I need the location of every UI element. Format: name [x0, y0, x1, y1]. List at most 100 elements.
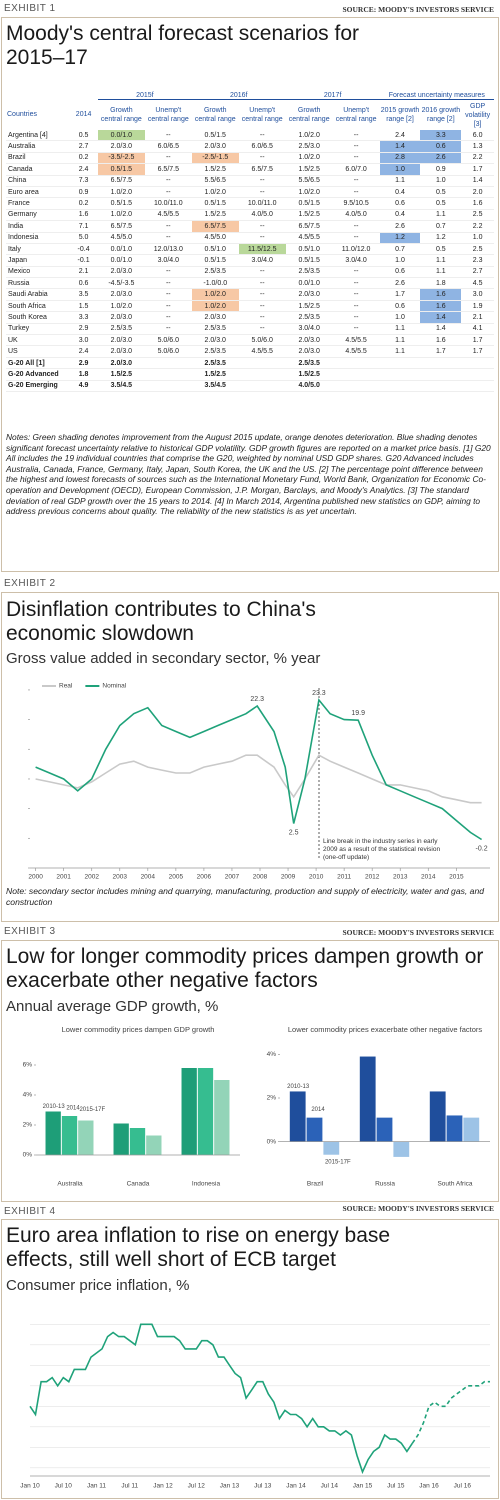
- table-cell: --: [238, 220, 286, 233]
- bar: [129, 1128, 146, 1155]
- column-header: 2016 growth range [2]: [421, 107, 461, 123]
- table-cell: --: [238, 175, 286, 187]
- table-cell: 2.7: [461, 266, 494, 279]
- row-label: Saudi Arabia: [6, 288, 70, 301]
- table-cell: 2.1: [69, 266, 98, 279]
- exhibit-box: [1, 1219, 499, 1499]
- legend-label: Real: [59, 683, 73, 690]
- table-cell: 2.5/3.5: [97, 323, 145, 336]
- table-cell: 2.6: [420, 152, 462, 165]
- table-cell: 2.5: [461, 243, 494, 256]
- table-cell: 1.4: [420, 311, 462, 324]
- table-row: UK 3.0 2.0/3.0 5.0/6.0 2.0/3.0 5.0/6.0 2.0/3.0…: [6, 334, 494, 347]
- table-cell: --: [332, 300, 380, 313]
- x-tick-label: Jan 14: [286, 1483, 306, 1490]
- table-cell: 1.3: [461, 140, 494, 153]
- table-cell: 12.0/13.0: [144, 243, 192, 256]
- bar: [463, 1117, 480, 1142]
- row-label: Euro area: [6, 186, 70, 199]
- table-cell: 0.5/1.0: [191, 243, 239, 256]
- chart-title: Lower commodity prices dampen GDP growth: [62, 1025, 215, 1034]
- table-cell: --: [144, 266, 192, 279]
- table-cell: 1.5: [69, 300, 98, 313]
- table-cell: 9.5/10.5: [332, 197, 380, 210]
- column-header: 2015 growth range [2]: [380, 107, 420, 123]
- table-cell: 0.5/1.5: [97, 163, 145, 176]
- bar: [376, 1117, 393, 1142]
- exhibit-subtitle: Annual average GDP growth, %: [6, 998, 219, 1015]
- table-cell: 1.0: [379, 163, 421, 176]
- table-cell: 11.5/12.5: [238, 243, 286, 256]
- table-cell: --: [144, 232, 192, 244]
- note: Note: secondary sector includes mining a…: [6, 886, 485, 907]
- x-tick-label: South Africa: [437, 1181, 472, 1188]
- row-label: UK: [6, 334, 70, 347]
- series-line: [35, 754, 482, 804]
- table-cell: 1.5/2.5: [97, 368, 145, 381]
- table-cell: 0.6: [379, 266, 421, 279]
- column-header: 2014: [75, 111, 92, 119]
- row-label: Indonesia: [6, 232, 70, 244]
- table-cell: 2.9: [69, 356, 98, 370]
- column-header: Unemp't central range: [335, 107, 377, 123]
- table-cell: --: [332, 232, 380, 244]
- table-cell: 6.5/7.5: [97, 175, 145, 187]
- table-cell: 6.5/7.5: [191, 220, 239, 233]
- row-label: Mexico: [6, 266, 70, 279]
- table-cell: --: [238, 232, 286, 244]
- table-cell: 2.0/3.0: [97, 288, 145, 301]
- empty-cell: [144, 368, 192, 381]
- x-tick-label: 2009: [281, 874, 296, 881]
- table-cell: --: [144, 311, 192, 324]
- x-tick-label: 2001: [56, 874, 71, 881]
- table-cell: 6.5/7.5: [285, 220, 333, 233]
- table-cell: 0.5/1.5: [191, 197, 239, 210]
- row-label: Russia: [6, 277, 70, 290]
- table-cell: --: [332, 152, 380, 165]
- exhibit-label: EXHIBIT 3: [4, 926, 56, 937]
- table-cell: 4.9: [69, 379, 98, 393]
- source: SOURCE: MOODY'S INVESTORS SERVICE: [342, 5, 494, 14]
- table-cell: 6.5/7.5: [238, 163, 286, 176]
- table-cell: 2.0/3.0: [285, 334, 333, 347]
- exhibit-title: Disinflation contributes to China's econ…: [6, 598, 316, 645]
- table-cell: 2.0/3.0: [97, 334, 145, 347]
- table-row: Indonesia 5.0 4.5/5.0 -- 4.5/5.0 -- 4.5/5.5 -- 1…: [6, 232, 494, 244]
- table-cell: 2.4: [69, 163, 98, 176]
- table-cell: --: [238, 152, 286, 165]
- table-cell: 2.0/3.0: [285, 345, 333, 358]
- value-label: 23.3: [312, 690, 326, 697]
- bar: [181, 1068, 197, 1155]
- table-row: G-20 All [1] 2.9 2.0/3.0 2.5/3.5 2.5/3.5: [6, 356, 494, 370]
- value-label: 19.9: [351, 710, 365, 717]
- table-cell: 1.5/2.5: [191, 209, 239, 222]
- x-tick-label: 2004: [141, 874, 156, 881]
- group-header: 2016f: [191, 92, 286, 100]
- header-spacer: [6, 92, 98, 100]
- table-cell: --: [238, 323, 286, 336]
- table-cell: 2.0/3.0: [285, 288, 333, 301]
- table-cell: --: [238, 186, 286, 199]
- table-cell: 1.5/2.5: [285, 209, 333, 222]
- table-cell: 0.6: [69, 277, 98, 290]
- table-cell: --: [144, 175, 192, 187]
- empty-cell: [461, 379, 494, 393]
- table-cell: 2.0/3.0: [97, 311, 145, 324]
- empty-cell: [461, 356, 494, 370]
- table-cell: 2.0/3.0: [191, 311, 239, 324]
- table-cell: 1.6: [420, 300, 462, 313]
- table-cell: 1.0/2.0: [285, 130, 333, 142]
- table-cell: --: [238, 266, 286, 279]
- table-cell: --: [332, 266, 380, 279]
- empty-cell: [332, 368, 380, 381]
- chart-title: Lower commodity prices exacerbate other …: [288, 1025, 483, 1034]
- table-cell: 1.7: [461, 345, 494, 358]
- exhibit-label: EXHIBIT 4: [4, 1206, 56, 1217]
- table-cell: 1.0/2.0: [191, 288, 239, 301]
- source: SOURCE: MOODY'S INVESTORS SERVICE: [342, 928, 494, 937]
- exhibit-box: [1, 592, 499, 922]
- row-label: G-20 Emerging: [6, 379, 70, 393]
- table-cell: 2.0/3.0: [97, 356, 145, 370]
- table-row: Russia 0.6 -4.5/-3.5 -- -1.0/0.0 -- 0.0/1.0 -- 2…: [6, 277, 494, 290]
